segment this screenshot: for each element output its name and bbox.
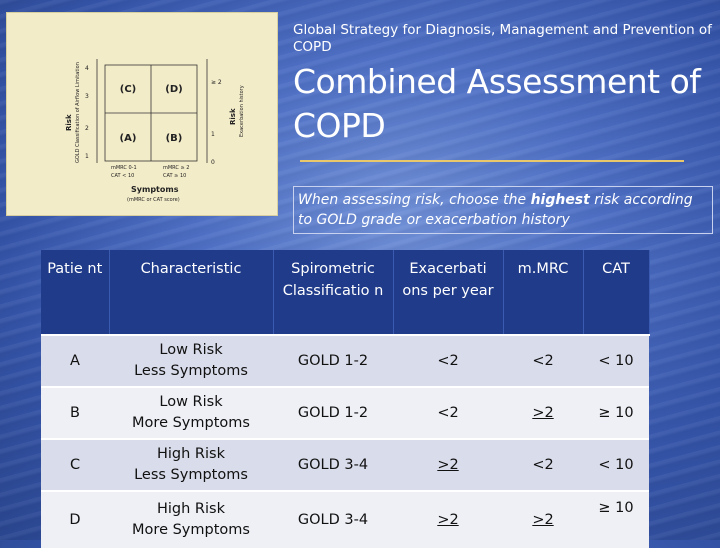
x-axis-sublabel: (mMRC or CAT score) bbox=[127, 197, 180, 203]
left-tick-4: 4 bbox=[85, 65, 89, 72]
right-tick-0: 0 bbox=[211, 159, 215, 166]
cell-exacerbations: <2 bbox=[393, 334, 503, 387]
risk-note: When assessing risk, choose the highest … bbox=[293, 186, 713, 234]
header-cat: CAT bbox=[583, 250, 650, 335]
characteristic-risk: Low Risk bbox=[159, 342, 223, 358]
cell-mmrc: <2 bbox=[503, 438, 583, 491]
cell-mmrc: >2 bbox=[503, 386, 583, 439]
assessment-diagram: (C) (D) (A) (B) 4 3 2 1 ≥ 2 1 0 Risk GOL… bbox=[6, 12, 278, 216]
header-mmrc: m.MRC bbox=[503, 250, 584, 335]
cell-spirometric: GOLD 3-4 bbox=[273, 490, 393, 548]
right-axis-sublabel: Exacerbation history bbox=[239, 85, 245, 137]
cell-cat: < 10 bbox=[583, 438, 649, 491]
x-axis-label: Symptoms bbox=[131, 185, 179, 194]
note-text-end: risk according to GOLD grade or exacerba… bbox=[298, 192, 693, 228]
cell-characteristic: Low Risk More Symptoms bbox=[109, 386, 273, 439]
quadrant-b: (B) bbox=[165, 132, 183, 144]
quadrant-d: (D) bbox=[165, 83, 183, 95]
characteristic-symptoms: Less Symptoms bbox=[134, 363, 248, 379]
characteristic-risk: High Risk bbox=[157, 501, 225, 517]
title-underline bbox=[300, 160, 684, 162]
quadrant-c: (C) bbox=[119, 83, 137, 95]
cell-exacerbations: >2 bbox=[393, 438, 503, 491]
note-text-start: When assessing risk, choose the bbox=[298, 192, 531, 208]
characteristic-symptoms: More Symptoms bbox=[132, 522, 250, 538]
cell-patient: D bbox=[41, 490, 109, 548]
bottom-right-line2: CAT ≥ 10 bbox=[163, 173, 187, 179]
slide-title: Combined Assessment of COPD bbox=[293, 62, 701, 145]
right-tick-1: 1 bbox=[211, 131, 215, 138]
characteristic-symptoms: More Symptoms bbox=[132, 415, 250, 431]
cell-cat: ≥ 10 bbox=[583, 386, 649, 439]
left-tick-3: 3 bbox=[85, 93, 89, 100]
cell-patient: A bbox=[41, 334, 109, 387]
diagram-lines bbox=[96, 59, 208, 163]
right-tick-2: ≥ 2 bbox=[211, 79, 222, 86]
cell-patient: C bbox=[41, 438, 109, 491]
table-row: B Low Risk More Symptoms GOLD 1-2 <2 >2 ≥… bbox=[41, 386, 649, 439]
header-patient: Patie nt bbox=[41, 250, 110, 335]
table-row: D High Risk More Symptoms GOLD 3-4 >2 >2 … bbox=[41, 490, 649, 548]
header-exacerbations: Exacerbati ons per year bbox=[393, 250, 504, 335]
right-axis-label: Risk bbox=[229, 108, 237, 125]
left-axis-label: Risk bbox=[65, 114, 73, 131]
left-axis-sublabel: GOLD Classification of Airflow Limitatio… bbox=[75, 62, 81, 163]
table-row: C High Risk Less Symptoms GOLD 3-4 >2 <2 … bbox=[41, 438, 649, 491]
characteristic-symptoms: Less Symptoms bbox=[134, 467, 248, 483]
table-row: A Low Risk Less Symptoms GOLD 1-2 <2 <2 <… bbox=[41, 334, 649, 387]
characteristic-risk: Low Risk bbox=[159, 394, 223, 410]
left-tick-1: 1 bbox=[85, 153, 89, 160]
cell-mmrc: <2 bbox=[503, 334, 583, 387]
assessment-table: Patie nt Characteristic Spirometric Clas… bbox=[41, 250, 650, 548]
left-tick-2: 2 bbox=[85, 125, 89, 132]
bottom-left-line1: mMRC 0-1 bbox=[111, 165, 137, 171]
cell-spirometric: GOLD 1-2 bbox=[273, 386, 393, 439]
characteristic-risk: High Risk bbox=[157, 446, 225, 462]
cell-characteristic: High Risk Less Symptoms bbox=[109, 438, 273, 491]
header-characteristic: Characteristic bbox=[109, 250, 274, 335]
cell-cat: ≥ 10 bbox=[583, 490, 649, 548]
table-header-row: Patie nt Characteristic Spirometric Clas… bbox=[41, 250, 650, 335]
bottom-left-line2: CAT < 10 bbox=[111, 173, 135, 179]
cell-exacerbations: >2 bbox=[393, 490, 503, 548]
cell-mmrc: >2 bbox=[503, 490, 583, 548]
cell-cat: < 10 bbox=[583, 334, 649, 387]
note-emphasis: highest bbox=[530, 192, 590, 208]
header-spirometric: Spirometric Classificatio n bbox=[273, 250, 394, 335]
bottom-right-line1: mMRC ≥ 2 bbox=[163, 165, 190, 171]
slide-subtitle: Global Strategy for Diagnosis, Managemen… bbox=[293, 22, 712, 55]
cell-spirometric: GOLD 3-4 bbox=[273, 438, 393, 491]
cell-patient: B bbox=[41, 386, 109, 439]
cell-exacerbations: <2 bbox=[393, 386, 503, 439]
quadrant-a: (A) bbox=[119, 132, 137, 144]
cell-spirometric: GOLD 1-2 bbox=[273, 334, 393, 387]
cell-characteristic: High Risk More Symptoms bbox=[109, 490, 273, 548]
cell-characteristic: Low Risk Less Symptoms bbox=[109, 334, 273, 387]
